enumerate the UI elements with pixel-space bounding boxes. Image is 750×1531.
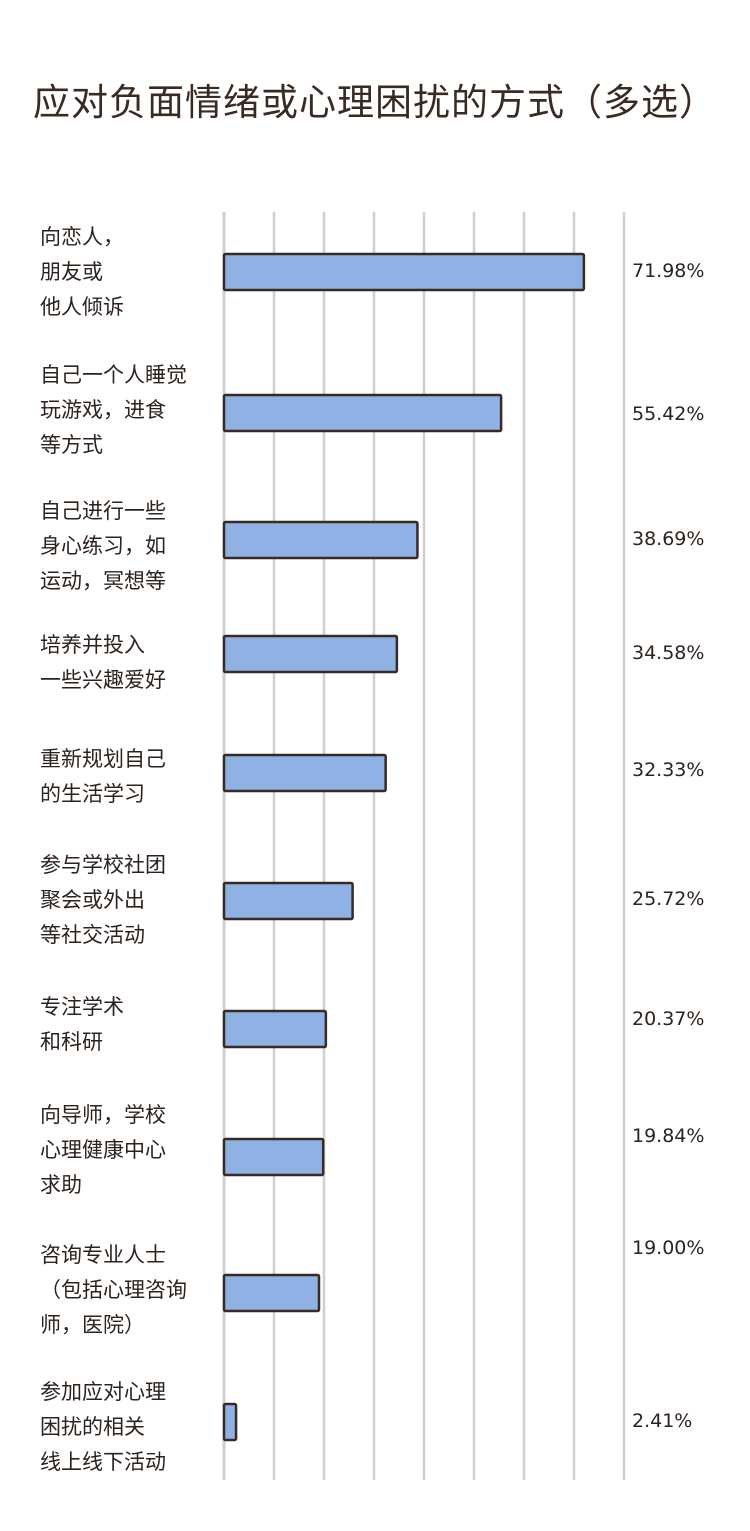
value-label: 32.33% — [632, 759, 705, 781]
category-label: 向导师，学校 心理健康中心 求助 — [40, 1103, 166, 1197]
bar — [222, 1273, 321, 1313]
category-label: 咨询专业人士 （包括心理咨询 师，医院） — [40, 1243, 187, 1337]
category-label: 参加应对心理 困扰的相关 线上线下活动 — [40, 1380, 166, 1474]
category-label: 培养并投入 一些兴趣爱好 — [40, 633, 166, 692]
value-label: 71.98% — [632, 260, 705, 282]
bar — [222, 881, 354, 921]
bar — [222, 1009, 328, 1049]
chart-title: 应对负面情绪或心理困扰的方式（多选） — [33, 81, 717, 124]
category-label: 自己一个人睡觉 玩游戏，进食 等方式 — [40, 363, 187, 457]
value-label: 19.00% — [632, 1237, 705, 1259]
category-label: 向恋人， 朋友或 他人倾诉 — [40, 225, 124, 319]
category-label: 参与学校社团 聚会或外出 等社交活动 — [40, 853, 166, 947]
bar — [222, 1137, 325, 1177]
value-label: 20.37% — [632, 1008, 705, 1030]
value-label: 38.69% — [632, 528, 705, 550]
bar — [222, 1402, 238, 1442]
bar — [222, 753, 387, 793]
category-label: 专注学术 和科研 — [40, 995, 124, 1054]
value-label: 2.41% — [632, 1410, 693, 1432]
bar — [222, 520, 419, 560]
category-label: 重新规划自己 的生活学习 — [40, 747, 166, 806]
category-label: 自己进行一些 身心练习，如 运动，冥想等 — [40, 499, 166, 593]
value-label: 19.84% — [632, 1125, 705, 1147]
bar — [222, 393, 503, 433]
bars — [222, 252, 586, 1442]
value-label: 55.42% — [632, 403, 705, 425]
value-label: 34.58% — [632, 642, 705, 664]
bar — [222, 252, 586, 292]
value-label: 25.72% — [632, 888, 705, 910]
bar — [222, 634, 399, 674]
